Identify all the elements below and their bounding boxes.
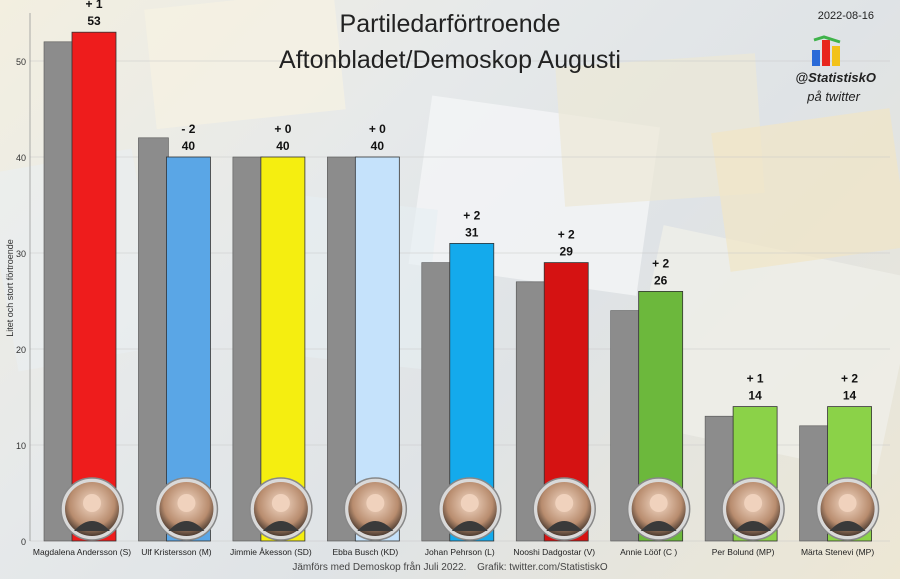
footer: Jämförs med Demoskop från Juli 2022. Gra… (0, 562, 900, 573)
current-bar (166, 156, 211, 542)
current-bar (354, 156, 400, 542)
value-label: 40 (276, 139, 290, 153)
x-tick-label: Johan Pehrson (L) (425, 547, 495, 557)
change-label: + 2 (841, 372, 858, 386)
change-label: - 2 (181, 122, 195, 136)
leader-avatar-icon (154, 477, 219, 541)
value-label: 53 (87, 14, 101, 28)
avatars (60, 477, 880, 541)
x-tick-label: Ebba Busch (KD) (332, 547, 398, 557)
current-bars (71, 31, 872, 542)
y-tick-label: 10 (16, 441, 26, 451)
leader-avatar-icon (438, 477, 502, 541)
x-tick-label: Magdalena Andersson (S) (33, 547, 131, 557)
footer-comparison-note: Jämförs med Demoskop från Juli 2022. (292, 562, 467, 573)
leader-avatar-icon (532, 477, 596, 541)
leader-avatar-icon (815, 477, 880, 541)
previous-bar (138, 137, 169, 542)
change-label: + 1 (85, 0, 102, 11)
leader-avatar-icon (343, 477, 408, 541)
change-label: + 1 (747, 372, 764, 386)
leader-avatar-icon (249, 477, 313, 541)
value-label: 14 (843, 389, 857, 403)
chart-subtitle: Aftonbladet/Demoskop Augusti (279, 46, 621, 74)
x-tick-label: Per Bolund (MP) (712, 547, 775, 557)
y-tick-label: 30 (16, 249, 26, 259)
value-label: 26 (654, 273, 668, 287)
y-tick-label: 0 (21, 537, 26, 547)
y-axis-label: Litet och stort förtroende (5, 239, 15, 337)
x-tick-label: Märta Stenevi (MP) (801, 547, 874, 557)
value-label: 40 (371, 139, 385, 153)
current-bar (71, 31, 117, 542)
x-tick-label: Jimmie Åkesson (SD) (230, 547, 312, 557)
x-tick-label: Annie Lööf (C ) (620, 547, 677, 557)
x-tick-label: Nooshi Dadgostar (V) (513, 547, 595, 557)
y-axis-ticks: 0 10 20 30 40 50 (16, 57, 26, 547)
change-label: + 2 (463, 208, 480, 222)
previous-bar (43, 41, 75, 542)
change-label: + 2 (558, 228, 575, 242)
value-label: 14 (748, 389, 762, 403)
leader-avatar-icon (721, 477, 785, 541)
footer-credit: Grafik: twitter.com/StatistiskO (477, 562, 608, 573)
previous-bar (327, 156, 358, 542)
y-tick-label: 40 (16, 153, 26, 163)
chart-title: Partiledarförtroende (339, 10, 561, 38)
x-axis-labels: Magdalena Andersson (S) Ulf Kristersson (… (33, 547, 874, 557)
data-labels: + 1 53 - 2 40 + 0 40 + 0 40 + 2 31 + 2 29 + 2 26 + 1 14… (85, 0, 858, 403)
previous-bars (43, 41, 830, 542)
current-bar (260, 156, 306, 542)
y-tick-label: 50 (16, 57, 26, 67)
change-label: + 2 (652, 256, 669, 270)
statistics-logo-icon (812, 35, 841, 66)
y-tick-label: 20 (16, 345, 26, 355)
value-label: 31 (465, 225, 479, 239)
date-label: 2022-08-16 (817, 10, 874, 22)
change-label: + 0 (274, 122, 291, 136)
change-label: + 0 (369, 122, 386, 136)
leader-avatar-icon (626, 477, 691, 541)
value-label: 29 (560, 245, 574, 259)
previous-bar (232, 156, 264, 542)
value-label: 40 (182, 139, 196, 153)
leader-avatar-icon (60, 477, 124, 541)
twitter-handle: @StatistiskO (795, 70, 876, 85)
x-tick-label: Ulf Kristersson (M) (141, 547, 212, 557)
twitter-handle-sub: på twitter (807, 89, 860, 104)
